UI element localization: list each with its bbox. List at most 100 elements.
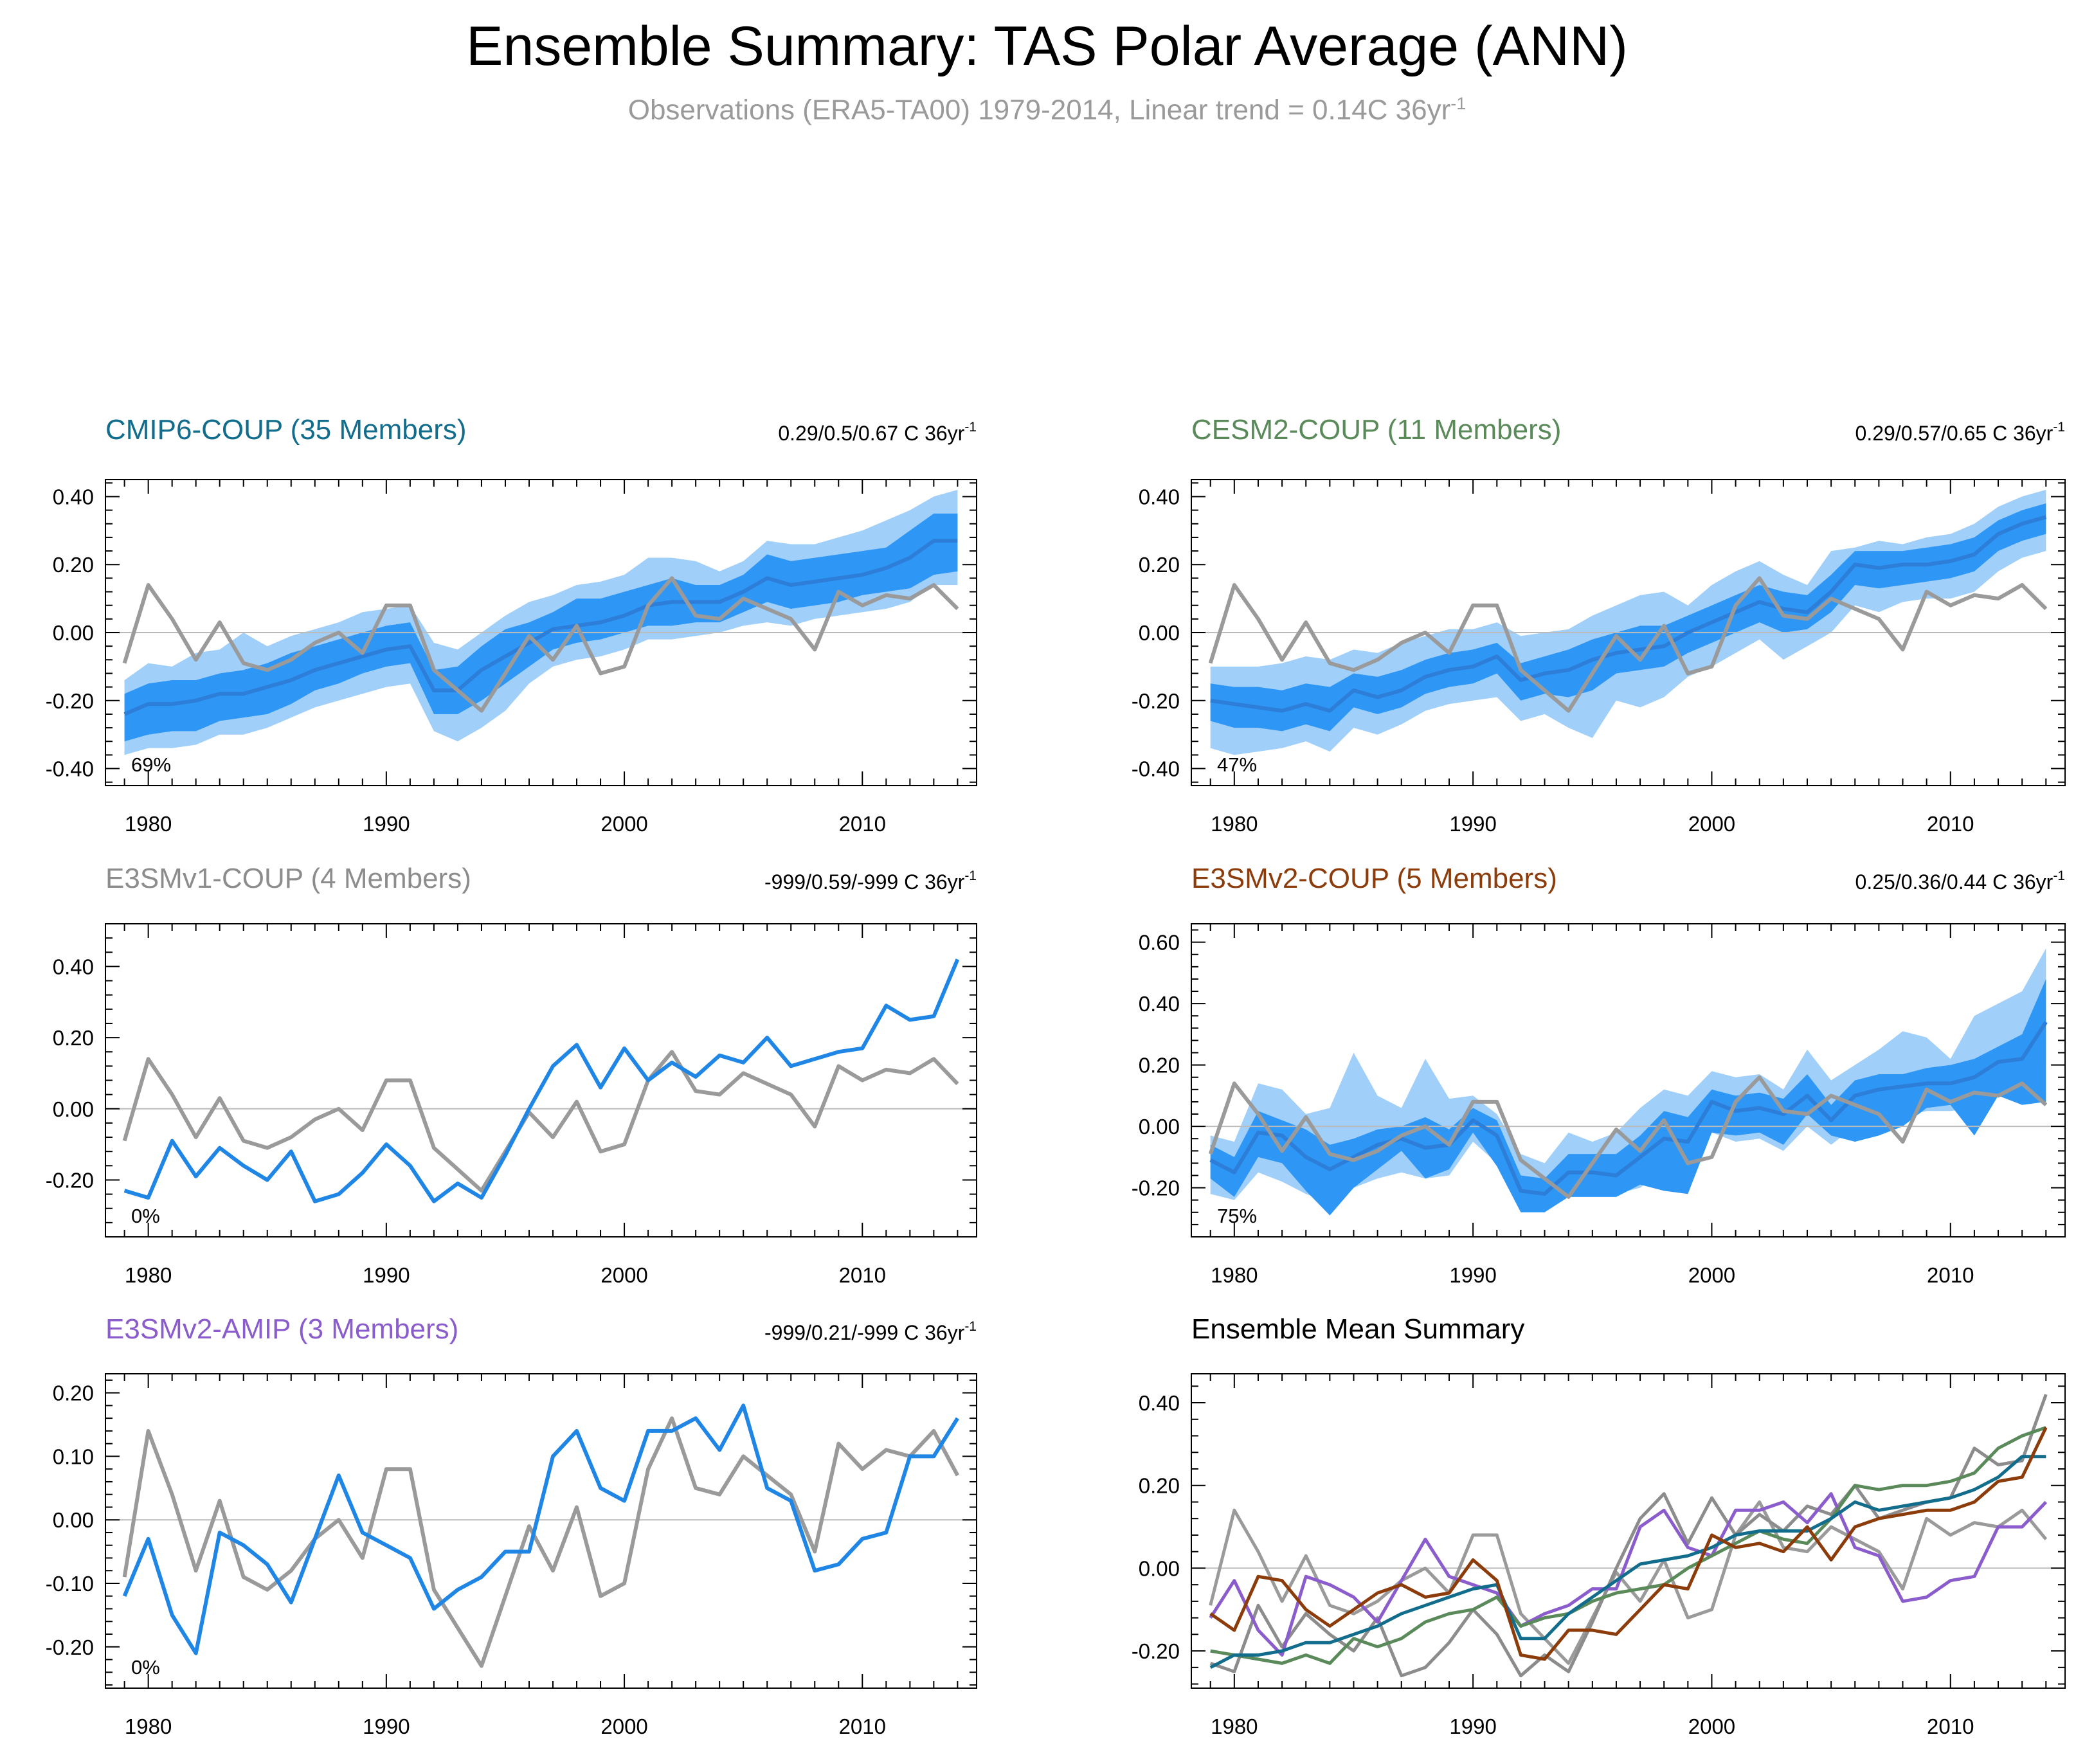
subtitle-text: Observations (ERA5-TA00) 1979-2014, Line… bbox=[627, 94, 1451, 126]
x-tick-label: 1980 bbox=[1211, 812, 1258, 836]
y-tick-label: -0.20 bbox=[1132, 689, 1180, 713]
x-tick-label: 1990 bbox=[1449, 1715, 1496, 1738]
x-tick-label: 1990 bbox=[1449, 812, 1496, 836]
spread-band-inner bbox=[1210, 503, 2046, 732]
y-tick-label: -0.40 bbox=[1132, 757, 1180, 781]
trend-text: 0.29/0.5/0.67 C 36yr bbox=[778, 422, 964, 445]
y-tick-label: 0.00 bbox=[1139, 1556, 1180, 1580]
x-tick-label: 2010 bbox=[839, 1715, 886, 1738]
plot-frame bbox=[1191, 1373, 2066, 1689]
y-tick-label: 0.20 bbox=[1139, 1054, 1180, 1077]
observations-line bbox=[122, 576, 959, 713]
percent-label: 0% bbox=[131, 1205, 160, 1227]
y-tick-label: -0.20 bbox=[46, 689, 94, 713]
y-tick-label: -0.20 bbox=[46, 1168, 94, 1192]
x-tick-label: 2010 bbox=[1927, 1715, 1974, 1738]
y-tick-label: 0.40 bbox=[1139, 992, 1180, 1016]
y-tick-label: 0.20 bbox=[53, 553, 94, 577]
observations-line bbox=[1208, 576, 2048, 713]
x-tick-label: 2010 bbox=[1927, 812, 1974, 836]
trend-label: 0.29/0.5/0.67 C 36yr-1 bbox=[778, 420, 977, 445]
chart-panel-4: E3SMv2-COUP (5 Members) 0.25/0.36/0.44 C … bbox=[1132, 863, 2066, 1287]
spread-band-inner bbox=[124, 513, 958, 742]
y-tick-label: 0.20 bbox=[1139, 553, 1180, 577]
trend-sup: -1 bbox=[964, 420, 977, 435]
observations-line bbox=[1208, 1075, 2048, 1199]
trend-sup: -1 bbox=[964, 1319, 977, 1334]
y-tick-label: 0.00 bbox=[53, 1508, 94, 1532]
series-line-e3smv2-amip bbox=[1209, 1492, 2048, 1657]
chart-panel-5: E3SMv2-AMIP (3 Members) -999/0.21/-999 C … bbox=[46, 1313, 977, 1738]
y-tick-label: 0.10 bbox=[53, 1444, 94, 1468]
trend-text: 0.29/0.57/0.65 C 36yr bbox=[1855, 422, 2053, 445]
ensemble-mean-line bbox=[1210, 515, 2047, 713]
y-tick-label: 0.20 bbox=[53, 1382, 94, 1405]
figure-subtitle: Observations (ERA5-TA00) 1979-2014, Line… bbox=[0, 86, 2094, 129]
trend-label: -999/0.59/-999 C 36yr-1 bbox=[764, 869, 977, 894]
y-tick-label: 0.40 bbox=[53, 485, 94, 509]
panel-title: E3SMv2-AMIP (3 Members) bbox=[105, 1313, 458, 1345]
observations-line bbox=[122, 1416, 960, 1668]
x-tick-label: 2010 bbox=[839, 812, 886, 836]
x-tick-label: 2000 bbox=[1688, 1263, 1735, 1287]
y-tick-label: 0.00 bbox=[53, 1097, 94, 1121]
series-line-cesm2-coup bbox=[1210, 1426, 2047, 1665]
y-tick-label: -0.20 bbox=[1132, 1176, 1180, 1200]
x-tick-label: 2000 bbox=[1688, 812, 1735, 836]
trend-label: -999/0.21/-999 C 36yr-1 bbox=[764, 1319, 977, 1344]
x-tick-label: 2000 bbox=[600, 1263, 647, 1287]
spread-band-inner bbox=[1210, 978, 2046, 1216]
trend-sup: -1 bbox=[964, 869, 977, 883]
plot-frame bbox=[1191, 923, 2066, 1238]
ensemble-mean-line bbox=[123, 539, 958, 716]
percent-label: 69% bbox=[131, 753, 171, 776]
observations-line bbox=[122, 1050, 959, 1193]
plot-frame bbox=[105, 923, 977, 1238]
x-tick-label: 1980 bbox=[1211, 1715, 1258, 1738]
panel-title: CMIP6-COUP (35 Members) bbox=[105, 414, 467, 446]
x-tick-label: 1980 bbox=[1211, 1263, 1258, 1287]
chart-panel-6: Ensemble Mean Summary 1980 1990 2000 2010 0.4… bbox=[1132, 1313, 2066, 1738]
trend-text: -999/0.21/-999 C 36yr bbox=[764, 1321, 965, 1344]
x-tick-label: 2010 bbox=[1927, 1263, 1974, 1287]
trend-label: 0.25/0.36/0.44 C 36yr-1 bbox=[1855, 869, 2065, 894]
trend-text: -999/0.59/-999 C 36yr bbox=[764, 870, 965, 894]
chart-panel-1: CMIP6-COUP (35 Members) 0.29/0.5/0.67 C 3… bbox=[46, 414, 977, 836]
y-tick-label: 0.20 bbox=[53, 1026, 94, 1050]
y-tick-label: 0.40 bbox=[53, 955, 94, 978]
x-tick-label: 2000 bbox=[600, 1715, 647, 1738]
y-tick-label: 0.60 bbox=[1139, 931, 1180, 955]
x-tick-label: 1980 bbox=[125, 1715, 172, 1738]
figure-title: Ensemble Summary: TAS Polar Average (ANN… bbox=[466, 15, 1628, 77]
series-line-cmip6-coup bbox=[1209, 1455, 2046, 1670]
panel-title: E3SMv1-COUP (4 Members) bbox=[105, 863, 471, 894]
x-tick-label: 1980 bbox=[125, 1263, 172, 1287]
y-tick-label: -0.20 bbox=[1132, 1639, 1180, 1663]
panel-title: Ensemble Mean Summary bbox=[1191, 1313, 1524, 1345]
panel-title: E3SMv2-COUP (5 Members) bbox=[1191, 863, 1557, 894]
series-line-e3smv2-coup bbox=[1209, 1426, 2048, 1661]
y-tick-label: 0.40 bbox=[1139, 485, 1180, 509]
x-tick-label: 1990 bbox=[363, 812, 410, 836]
panel-title: CESM2-COUP (11 Members) bbox=[1191, 414, 1561, 446]
y-tick-label: 0.20 bbox=[1139, 1474, 1180, 1498]
x-tick-label: 1990 bbox=[363, 1263, 410, 1287]
subtitle-sup: -1 bbox=[1450, 94, 1467, 113]
x-tick-label: 2000 bbox=[600, 812, 647, 836]
percent-label: 75% bbox=[1217, 1205, 1257, 1227]
y-tick-label: 0.00 bbox=[1139, 621, 1180, 645]
y-tick-label: -0.20 bbox=[46, 1635, 94, 1659]
y-tick-label: 0.00 bbox=[53, 621, 94, 645]
plot-frame bbox=[105, 1373, 977, 1689]
series-line-e3smv1-coup bbox=[1209, 1394, 2048, 1678]
x-tick-label: 2010 bbox=[839, 1263, 886, 1287]
trend-text: 0.25/0.36/0.44 C 36yr bbox=[1855, 870, 2053, 894]
ensemble-mean-line bbox=[122, 1403, 959, 1655]
ensemble-mean-line bbox=[123, 959, 960, 1203]
trend-label: 0.29/0.57/0.65 C 36yr-1 bbox=[1855, 420, 2065, 445]
x-tick-label: 1990 bbox=[1449, 1263, 1496, 1287]
y-tick-label: 0.40 bbox=[1139, 1391, 1180, 1415]
x-tick-label: 1980 bbox=[125, 812, 172, 836]
x-tick-label: 2000 bbox=[1688, 1715, 1735, 1738]
chart-panel-2: CESM2-COUP (11 Members) 0.29/0.57/0.65 C … bbox=[1132, 414, 2066, 836]
